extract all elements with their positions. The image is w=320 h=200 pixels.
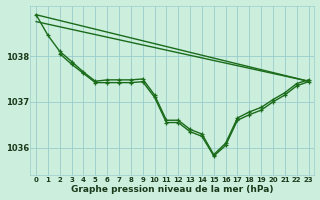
X-axis label: Graphe pression niveau de la mer (hPa): Graphe pression niveau de la mer (hPa) xyxy=(71,185,274,194)
